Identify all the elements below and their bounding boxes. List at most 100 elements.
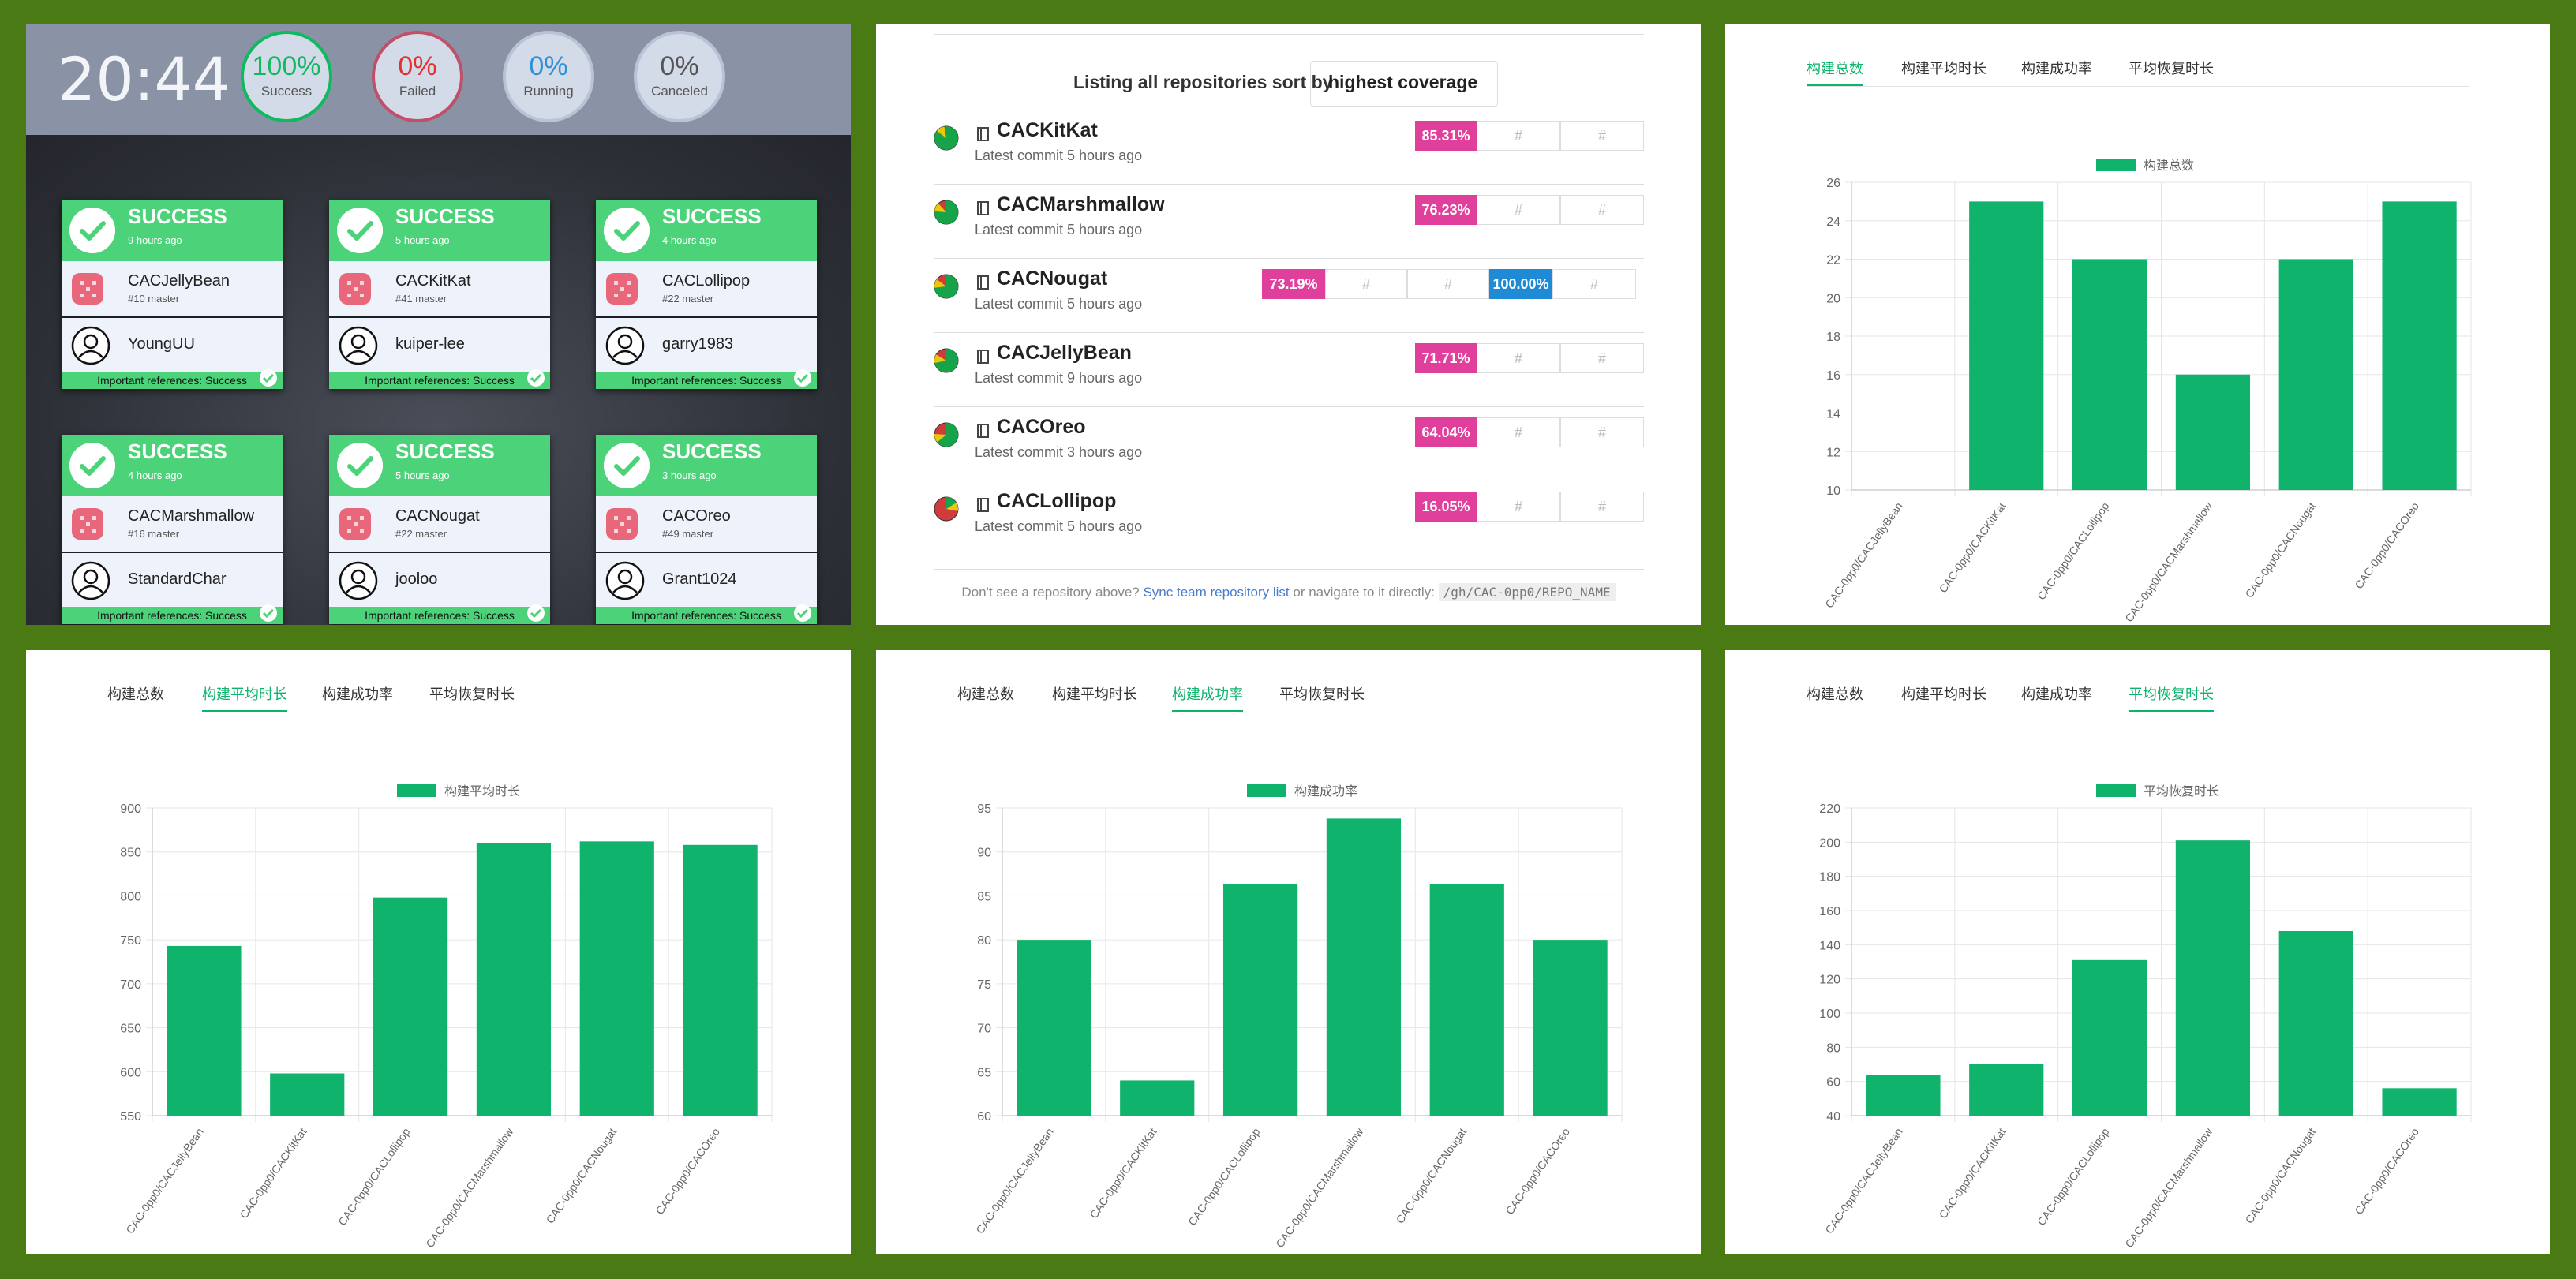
repo-row[interactable]: CACNougat Latest commit 5 hours ago 73.19%… [934, 258, 1644, 333]
bar[interactable] [1866, 1075, 1941, 1116]
stat-canceled[interactable]: 0% Canceled [634, 31, 725, 122]
tab-1[interactable]: 构建平均时长 [1901, 61, 1986, 77]
x-tick-label: CAC-0pp0/CACJellyBean [1822, 1126, 1905, 1236]
legend-swatch [1247, 784, 1286, 797]
bar[interactable] [2382, 201, 2457, 490]
y-tick-label: 80 [977, 934, 991, 948]
user-avatar-icon [339, 561, 378, 600]
repo-name[interactable]: CACMarshmallow [997, 193, 1165, 215]
repo-row[interactable]: CACLollipop Latest commit 5 hours ago 16.0… [934, 481, 1644, 555]
bar[interactable] [2278, 259, 2353, 491]
repo-row[interactable]: CACOreo Latest commit 3 hours ago 64.04% # # [934, 406, 1644, 481]
repo-row[interactable]: CACMarshmallow Latest commit 5 hours ago 7… [934, 184, 1644, 259]
bar[interactable] [2278, 931, 2353, 1116]
bar[interactable] [476, 843, 552, 1116]
bar[interactable] [683, 844, 758, 1116]
stat-running[interactable]: 0% Running [503, 31, 594, 122]
bar[interactable] [1969, 201, 2044, 490]
bar[interactable] [1969, 1064, 2044, 1116]
tab-0[interactable]: 构建总数 [1807, 686, 1863, 702]
bar[interactable] [2175, 374, 2251, 490]
build-card[interactable]: SUCCESS 3 hours ago CACOreo #49 master Grant… [596, 435, 817, 624]
success-check-icon [69, 208, 115, 253]
tab-3[interactable]: 平均恢复时长 [2129, 61, 2214, 77]
bar[interactable] [2382, 1088, 2457, 1116]
x-tick-label: CAC-0pp0/CACNougat [544, 1125, 620, 1225]
repo-row[interactable]: CACJellyBean Latest commit 9 hours ago 71.… [934, 332, 1644, 407]
repo-name[interactable]: CACJellyBean [997, 342, 1132, 364]
build-card[interactable]: SUCCESS 4 hours ago CACMarshmallow #16 mast… [62, 435, 283, 624]
repo-icon [339, 508, 371, 540]
build-status-label: SUCCESS [395, 204, 495, 228]
bar[interactable] [579, 841, 654, 1116]
bar[interactable] [2175, 840, 2251, 1116]
tab-2[interactable]: 构建成功率 [1172, 683, 1243, 712]
build-card-user: garry1983 [596, 318, 817, 373]
build-card-user: StandardChar [62, 553, 283, 608]
important-references-label: Important references: Success [631, 374, 781, 387]
bar[interactable] [1429, 884, 1504, 1116]
x-tick-label: CAC-0pp0/CACMarshmallow [2122, 499, 2215, 624]
stat-success[interactable]: 100% Success [241, 31, 332, 122]
repo-name[interactable]: CACOreo [997, 416, 1086, 438]
tab-1[interactable]: 构建平均时长 [1052, 686, 1137, 702]
y-tick-label: 70 [977, 1023, 991, 1036]
repo-row[interactable]: CACKitKat Latest commit 5 hours ago 85.31%… [934, 110, 1644, 185]
build-card[interactable]: SUCCESS 4 hours ago CACLollipop #22 master g… [596, 200, 817, 389]
repo-book-icon [977, 201, 989, 215]
legend[interactable]: 平均恢复时长 [2096, 783, 2219, 798]
build-branch: #10 master [128, 293, 180, 305]
bar[interactable] [167, 945, 242, 1116]
tab-2[interactable]: 构建成功率 [2021, 61, 2092, 77]
build-card[interactable]: SUCCESS 5 hours ago CACNougat #22 master joo… [329, 435, 550, 624]
y-tick-label: 14 [1826, 408, 1840, 421]
stat-failed[interactable]: 0% Failed [372, 31, 463, 122]
coverage-value: 71.71% [1415, 343, 1477, 373]
legend[interactable]: 构建平均时长 [397, 783, 520, 798]
bar[interactable] [270, 1073, 345, 1116]
bar[interactable] [1120, 1080, 1195, 1116]
build-card[interactable]: SUCCESS 5 hours ago CACKitKat #41 master kui… [329, 200, 550, 389]
build-card-status: SUCCESS 4 hours ago [596, 200, 817, 261]
repo-book-icon [977, 275, 989, 290]
bar[interactable] [1326, 818, 1402, 1116]
tab-0[interactable]: 构建总数 [1807, 58, 1863, 86]
legend[interactable]: 构建成功率 [1247, 783, 1357, 798]
chart-tabs: 构建总数 构建平均时长 构建成功率 平均恢复时长 [1807, 58, 2469, 87]
y-tick-label: 550 [120, 1110, 141, 1124]
bar[interactable] [373, 897, 448, 1116]
repo-icon [339, 273, 371, 305]
tab-1[interactable]: 构建平均时长 [1901, 686, 1986, 702]
tab-3[interactable]: 平均恢复时长 [429, 686, 515, 702]
y-tick-label: 95 [977, 802, 991, 816]
sort-select[interactable]: highest coverage [1310, 61, 1498, 107]
bar[interactable] [1533, 940, 1608, 1116]
username: StandardChar [128, 570, 227, 588]
repo-name[interactable]: CACNougat [997, 267, 1108, 290]
repo-name[interactable]: CACLollipop [997, 490, 1117, 512]
build-branch: #41 master [395, 293, 447, 305]
y-tick-label: 22 [1826, 254, 1840, 267]
tab-3[interactable]: 平均恢复时长 [1279, 686, 1365, 702]
success-check-icon [604, 208, 650, 253]
bar[interactable] [1017, 940, 1091, 1116]
coverage-value: 16.05% [1415, 492, 1477, 522]
repo-name: CACNougat [395, 507, 480, 525]
y-tick-label: 20 [1826, 292, 1840, 305]
tab-2[interactable]: 构建成功率 [322, 686, 393, 702]
tab-0[interactable]: 构建总数 [107, 686, 164, 702]
sync-repo-list-link[interactable]: Sync team repository list [1143, 585, 1290, 600]
tab-0[interactable]: 构建总数 [957, 686, 1014, 702]
bar[interactable] [1222, 884, 1298, 1116]
y-tick-label: 650 [120, 1023, 141, 1036]
tab-3[interactable]: 平均恢复时长 [2129, 683, 2214, 712]
coverage-pie-icon [934, 348, 959, 373]
bar[interactable] [2072, 959, 2147, 1116]
build-card[interactable]: SUCCESS 9 hours ago CACJellyBean #10 master… [62, 200, 283, 389]
bar[interactable] [2072, 259, 2147, 491]
repo-name[interactable]: CACKitKat [997, 119, 1098, 141]
tab-1[interactable]: 构建平均时长 [202, 683, 287, 712]
x-tick-label: CAC-0pp0/CACJellyBean [1822, 500, 1905, 611]
legend[interactable]: 构建总数 [2096, 158, 2194, 173]
tab-2[interactable]: 构建成功率 [2021, 686, 2092, 702]
